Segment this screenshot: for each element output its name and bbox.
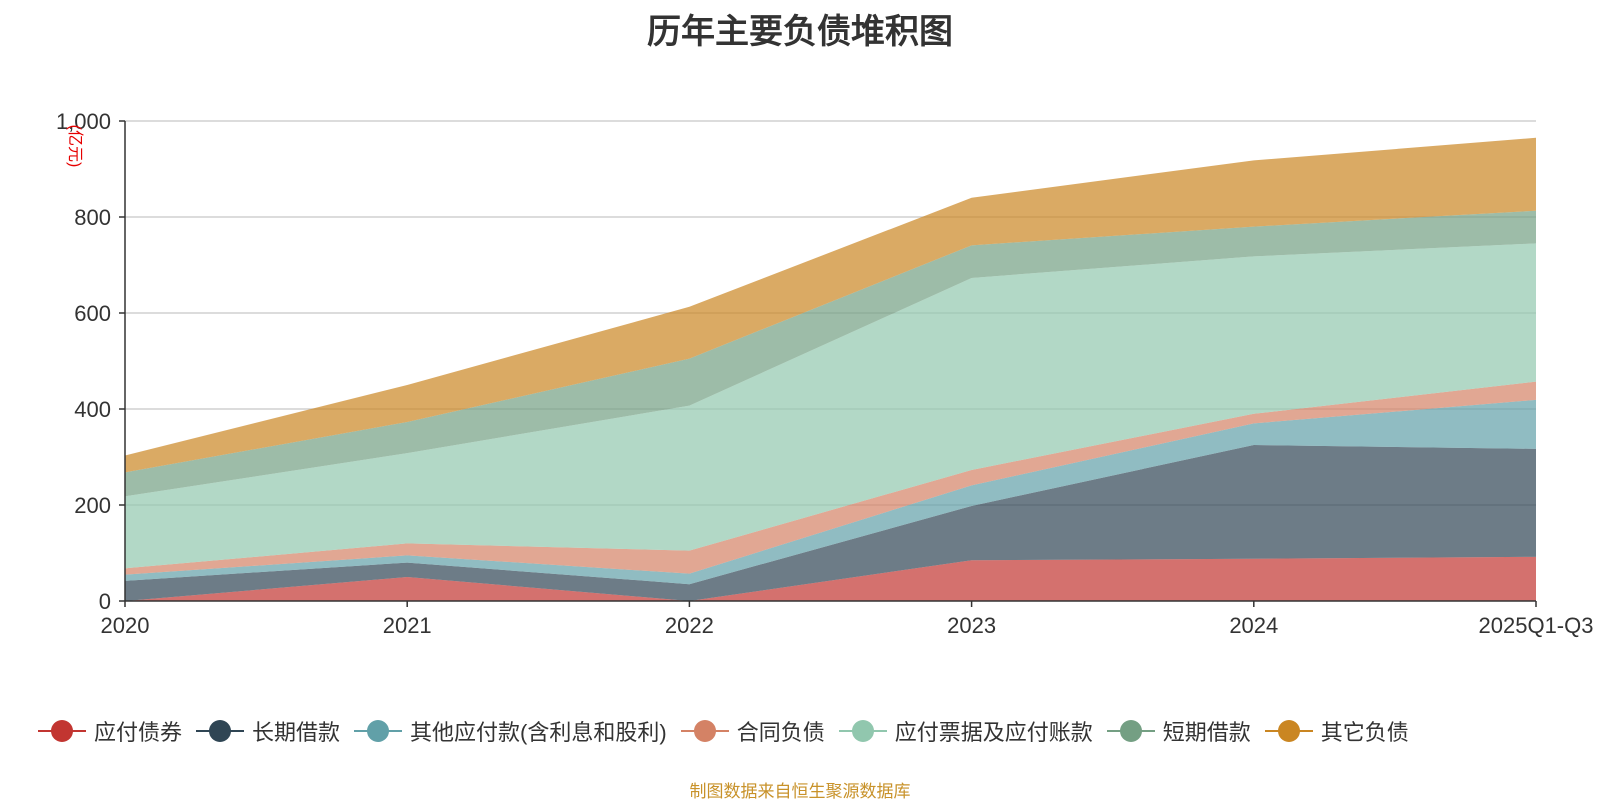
legend-item[interactable]: 应付债券	[38, 715, 182, 747]
legend-label: 其它负债	[1320, 720, 1409, 745]
y-axis-unit-label: (亿元)	[66, 125, 84, 168]
legend-item[interactable]: 应付票据及应付账款	[838, 715, 1093, 747]
area-series-1	[125, 445, 1536, 601]
tick-labels: 0 200 400 600 800 1,000 2020 2021 2022 2023 2024 20…	[56, 109, 1594, 638]
area-series	[125, 137, 1536, 601]
legend-marker-icon	[1264, 719, 1313, 743]
legend-marker-dot	[693, 720, 716, 742]
axes	[119, 120, 1537, 607]
area-series-6	[125, 137, 1536, 473]
x-tick-label: 2021	[383, 613, 432, 638]
legend-label: 长期借款	[252, 720, 341, 745]
legend-marker-dot	[851, 720, 874, 742]
legend-item[interactable]: 长期借款	[196, 715, 340, 747]
legend-item[interactable]: 合同负债	[680, 715, 825, 747]
x-tick-label: 2022	[665, 613, 714, 638]
legend-label: 应付票据及应付账款	[894, 720, 1093, 745]
legend-label: 短期借款	[1162, 720, 1251, 745]
area-series-2	[125, 399, 1536, 585]
y-tick-label: 400	[74, 397, 111, 422]
legend-marker-icon	[38, 719, 86, 743]
area-series-0	[125, 556, 1536, 601]
x-tick-label: 2023	[947, 613, 996, 638]
x-tick-label: 2024	[1229, 613, 1278, 638]
legend: 应付债券 长期借款 其他应付款(含利息和股利) 合同负债 应付票据及应付账款 短期借款 其它…	[38, 715, 1423, 747]
legend-marker-icon	[196, 719, 245, 743]
legend-marker-dot	[209, 720, 232, 742]
legend-item[interactable]: 其它负债	[1264, 715, 1409, 747]
x-tick-label: 2025Q1-Q3	[1479, 613, 1594, 638]
area-series-3	[125, 381, 1536, 575]
legend-item[interactable]: 短期借款	[1106, 715, 1251, 747]
legend-marker-dot	[51, 720, 73, 742]
legend-label: 合同负债	[736, 720, 825, 745]
stacked-area-chart: 0 200 400 600 800 1,000 2020 2021 2022 2023 2024 20…	[56, 109, 1594, 638]
y-tick-label: 600	[74, 301, 111, 326]
legend-marker-dot	[1277, 720, 1300, 742]
y-tick-label: 200	[74, 493, 111, 518]
x-tick-label: 2020	[101, 613, 150, 638]
y-tick-label: 0	[99, 589, 111, 614]
y-tick-label: 1,000	[56, 109, 111, 134]
data-source-note: 制图数据来自恒生聚源数据库	[689, 782, 911, 801]
area-series-4	[125, 243, 1536, 569]
legend-marker-icon	[838, 719, 887, 743]
legend-marker-dot	[367, 720, 390, 742]
legend-item[interactable]: 其他应付款(含利息和股利)	[354, 715, 667, 747]
legend-marker-icon	[354, 719, 403, 743]
area-series-5	[125, 210, 1536, 497]
legend-marker-icon	[1106, 719, 1155, 743]
y-tick-label: 800	[74, 205, 111, 230]
legend-marker-icon	[680, 719, 729, 743]
legend-label: 应付债券	[94, 720, 183, 745]
legend-marker-dot	[1119, 720, 1142, 742]
chart-title: 历年主要负债堆积图	[647, 13, 953, 51]
legend-label: 其他应付款(含利息和股利)	[410, 720, 667, 745]
